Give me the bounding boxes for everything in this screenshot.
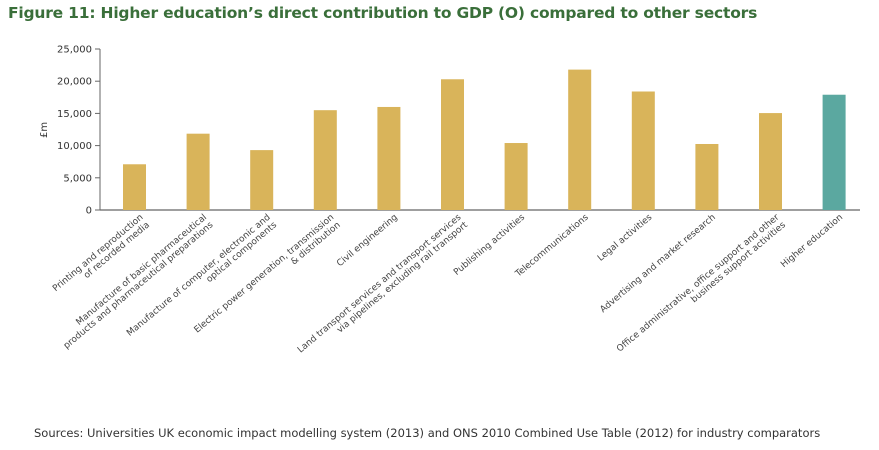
- y-axis-label: £m: [39, 122, 50, 138]
- bar: [186, 133, 210, 210]
- y-tick-label: 10,000: [57, 141, 92, 152]
- category-label-line: Higher education: [779, 213, 845, 270]
- bar: [695, 143, 719, 210]
- bar: [441, 79, 464, 210]
- bar: [123, 164, 146, 210]
- y-tick-label: 0: [86, 206, 92, 217]
- bar: [250, 150, 274, 210]
- y-tick-label: 5,000: [63, 173, 92, 184]
- bar: [568, 69, 592, 210]
- category-label-line: business support activities: [689, 220, 788, 305]
- source-note: Sources: Universities UK economic impact…: [34, 426, 821, 440]
- category-label: Telecommunications: [513, 212, 591, 280]
- bar: [377, 106, 401, 210]
- category-label: Office administrative, office support an…: [615, 212, 788, 362]
- category-label-line: Legal activities: [596, 212, 654, 263]
- category-label-line: via pipelines, excluding rail transport: [335, 220, 470, 335]
- category-label: Civil engineering: [335, 213, 400, 269]
- category-label-line: Civil engineering: [335, 213, 400, 269]
- bar: [631, 91, 655, 210]
- category-label-line: Telecommunications: [513, 212, 591, 280]
- bar: [822, 94, 846, 210]
- y-tick-label: 20,000: [57, 77, 92, 88]
- y-tick-label: 15,000: [57, 109, 92, 120]
- bar: [759, 113, 782, 210]
- category-label: Legal activities: [596, 212, 654, 263]
- bar: [313, 110, 337, 210]
- bar-chart: 05,00010,00015,00020,00025,000£mPrinting…: [39, 45, 860, 362]
- bar: [504, 143, 528, 210]
- chart-title: Figure 11: Higher education’s direct con…: [8, 4, 758, 22]
- category-label: Higher education: [779, 213, 845, 270]
- y-tick-label: 25,000: [57, 45, 92, 56]
